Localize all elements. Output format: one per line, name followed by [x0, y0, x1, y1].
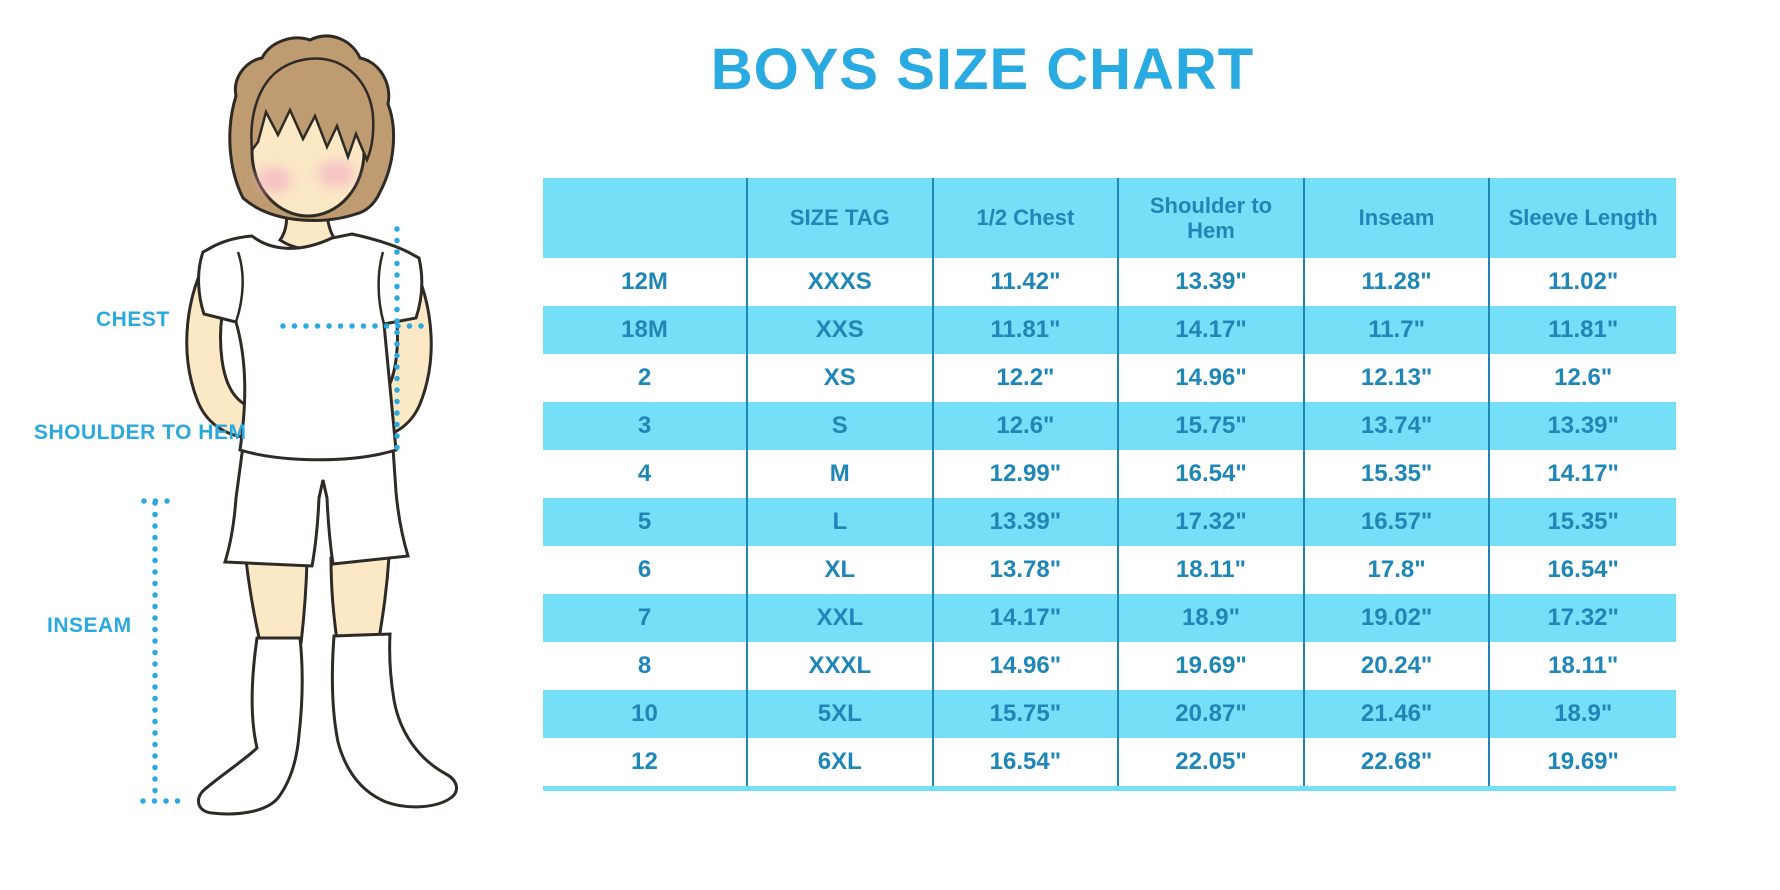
- table-cell: 17.8": [1304, 546, 1491, 594]
- table-cell: 18.11": [1490, 642, 1676, 690]
- size-table: SIZE TAG 1/2 Chest Shoulder to Hem Inseam Sl…: [543, 178, 1676, 791]
- table-cell: XXXS: [748, 258, 934, 306]
- table-cell: 22.05": [1119, 738, 1305, 786]
- table-cell: 18.11": [1119, 546, 1305, 594]
- table-cell: XS: [748, 354, 934, 402]
- table-cell: 17.32": [1119, 498, 1305, 546]
- table-cell: M: [748, 450, 934, 498]
- table-cell: 12.2": [933, 354, 1120, 402]
- table-cell: 13.78": [933, 546, 1120, 594]
- table-cell: 4: [543, 450, 748, 498]
- table-cell: 12.99": [933, 450, 1120, 498]
- table-cell: L: [748, 498, 934, 546]
- left-sock: [196, 636, 304, 816]
- table-cell: 11.81": [1490, 306, 1676, 354]
- inseam-label: INSEAM: [47, 614, 132, 637]
- table-cell: 2: [543, 354, 748, 402]
- table-cell: 19.69": [1119, 642, 1305, 690]
- table-cell: 14.96": [933, 642, 1120, 690]
- table-cell: 11.81": [933, 306, 1120, 354]
- table-cell: 6XL: [748, 738, 934, 786]
- table-cell: 15.75": [1119, 402, 1305, 450]
- table-cell: 15.75": [933, 690, 1120, 738]
- header-cell: 1/2 Chest: [933, 178, 1120, 258]
- table-cell: 19.69": [1490, 738, 1676, 786]
- table-cell: 13.39": [1119, 258, 1305, 306]
- table-cell: 3: [543, 402, 748, 450]
- table-cell: 19.02": [1304, 594, 1491, 642]
- table-cell: 18.9": [1119, 594, 1305, 642]
- left-cheek: [256, 167, 292, 193]
- table-cell: 11.02": [1490, 258, 1676, 306]
- shorts: [222, 444, 410, 568]
- table-cell: 10: [543, 690, 748, 738]
- table-cell: 16.54": [1119, 450, 1305, 498]
- right-sock: [330, 632, 459, 809]
- left-leg: [244, 558, 309, 645]
- table-cell: 15.35": [1490, 498, 1676, 546]
- hair-fringe: [250, 57, 375, 164]
- table-cell: 14.17": [933, 594, 1120, 642]
- right-leg: [329, 554, 391, 643]
- table-cell: 13.39": [1490, 402, 1676, 450]
- table-cell: 15.35": [1304, 450, 1491, 498]
- table-bottom-strip: [543, 786, 1676, 791]
- table-cell: XXL: [748, 594, 934, 642]
- header-cell: Inseam: [1304, 178, 1491, 258]
- table-cell: 18.9": [1490, 690, 1676, 738]
- table-cell: 16.57": [1304, 498, 1491, 546]
- table-cell: 13.74": [1304, 402, 1491, 450]
- header-cell: Shoulder to Hem: [1119, 178, 1305, 258]
- table-cell: 21.46": [1304, 690, 1491, 738]
- table-cell: 20.87": [1119, 690, 1305, 738]
- table-cell: 17.32": [1490, 594, 1676, 642]
- table-cell: 12: [543, 738, 748, 786]
- table-cell: 8: [543, 642, 748, 690]
- table-cell: 16.54": [933, 738, 1120, 786]
- table-cell: 12.6": [933, 402, 1120, 450]
- table-cell: XXXL: [748, 642, 934, 690]
- left-sleeve-seam: [234, 251, 244, 323]
- table-cell: 14.96": [1119, 354, 1305, 402]
- table-cell: 18M: [543, 306, 748, 354]
- table-cell: 20.24": [1304, 642, 1491, 690]
- boy-measurement-illustration: [140, 34, 459, 816]
- shoulder-to-hem-label: SHOULDER TO HEM: [34, 421, 247, 444]
- table-cell: 12.6": [1490, 354, 1676, 402]
- table-cell: 6: [543, 546, 748, 594]
- table-cell: 16.54": [1490, 546, 1676, 594]
- table-cell: 12M: [543, 258, 748, 306]
- t-shirt: [197, 232, 424, 462]
- header-cell: [543, 178, 748, 258]
- table-cell: 11.28": [1304, 258, 1491, 306]
- header-cell: SIZE TAG: [748, 178, 934, 258]
- table-cell: 5: [543, 498, 748, 546]
- table-cell: 5XL: [748, 690, 934, 738]
- chest-label: CHEST: [96, 308, 170, 331]
- table-cell: 7: [543, 594, 748, 642]
- table-cell: 13.39": [933, 498, 1120, 546]
- size-table-grid: SIZE TAG 1/2 Chest Shoulder to Hem Inseam Sl…: [543, 178, 1676, 786]
- table-cell: XL: [748, 546, 934, 594]
- table-cell: 14.17": [1490, 450, 1676, 498]
- right-sleeve-seam: [377, 251, 386, 325]
- table-cell: 11.42": [933, 258, 1120, 306]
- table-cell: 11.7": [1304, 306, 1491, 354]
- right-cheek: [318, 161, 354, 187]
- table-cell: S: [748, 402, 934, 450]
- header-cell: Sleeve Length: [1490, 178, 1676, 258]
- table-cell: 12.13": [1304, 354, 1491, 402]
- table-cell: 22.68": [1304, 738, 1491, 786]
- table-cell: XXS: [748, 306, 934, 354]
- page-title: BOYS SIZE CHART: [710, 37, 1255, 102]
- table-cell: 14.17": [1119, 306, 1305, 354]
